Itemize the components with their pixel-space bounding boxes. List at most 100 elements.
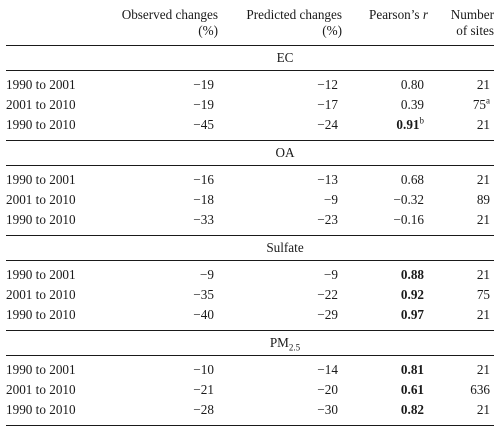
sites-value: 21 — [476, 362, 490, 377]
cell-observed: −40 — [193, 307, 214, 322]
sites-value: 21 — [476, 402, 490, 417]
sites-value: 89 — [476, 192, 490, 207]
group-label: PM — [269, 335, 289, 350]
sites-value: 21 — [476, 307, 490, 322]
cell-period: 1990 to 2001 — [6, 362, 76, 377]
table-row: 1990 to 2001 −9 −9 0.88 21 — [6, 261, 494, 286]
r-value: 0.91 — [396, 117, 420, 132]
cell-sites: 21 — [428, 210, 494, 236]
group-oa: OA 1990 to 2001 −16 −13 0.68 21 2001 to … — [6, 140, 494, 236]
sites-value: 75 — [472, 97, 486, 112]
cell-sites: 636 — [428, 380, 494, 400]
table-row: 2001 to 2010 −19 −17 0.39 75a — [6, 95, 494, 115]
cell-observed: −21 — [193, 382, 214, 397]
cell-period: 2001 to 2010 — [6, 287, 76, 302]
cell-sites: 21 — [428, 166, 494, 191]
header-observed-line2: (%) — [198, 23, 218, 38]
sites-value: 21 — [476, 172, 490, 187]
cell-period: 1990 to 2001 — [6, 267, 76, 282]
cell-predicted: −9 — [323, 267, 338, 282]
header-row: Observed changes (%) Predicted changes (… — [6, 4, 494, 46]
sites-value: 21 — [476, 77, 490, 92]
cell-period: 1990 to 2001 — [6, 77, 76, 92]
cell-observed: −19 — [193, 77, 214, 92]
cell-pearson-r: 0.80 — [342, 71, 428, 96]
table-row: 1990 to 2001 −16 −13 0.68 21 — [6, 166, 494, 191]
header-predicted-line2: (%) — [322, 23, 342, 38]
group-sulfate: Sulfate 1990 to 2001 −9 −9 0.88 21 2001 … — [6, 235, 494, 331]
cell-period: 1990 to 2010 — [6, 307, 76, 322]
cell-sites: 21 — [428, 356, 494, 381]
cell-observed: −45 — [193, 117, 214, 132]
cell-period: 1990 to 2010 — [6, 117, 76, 132]
sites-value: 636 — [470, 382, 490, 397]
header-predicted-line1: Predicted changes — [246, 7, 342, 22]
group-label: Sulfate — [266, 240, 304, 255]
group-label-subscript: 2.5 — [288, 342, 301, 353]
group-label: EC — [276, 50, 294, 65]
r-value: 0.97 — [400, 307, 424, 322]
cell-predicted: −13 — [317, 172, 338, 187]
group-heading-row: EC — [6, 46, 494, 71]
comparison-table: Observed changes (%) Predicted changes (… — [6, 4, 494, 426]
cell-pearson-r: 0.88 — [342, 261, 428, 286]
r-value: 0.68 — [400, 172, 424, 187]
group-heading: OA — [6, 141, 494, 166]
cell-observed: −18 — [193, 192, 214, 207]
sites-footnote: a — [486, 95, 490, 106]
r-value: 0.81 — [400, 362, 424, 377]
cell-observed: −9 — [199, 267, 214, 282]
r-value: 0.39 — [400, 97, 424, 112]
cell-predicted: −24 — [317, 117, 338, 132]
cell-period: 1990 to 2010 — [6, 212, 76, 227]
group-ec: EC 1990 to 2001 −19 −12 0.80 21 2001 to … — [6, 46, 494, 141]
cell-observed: −33 — [193, 212, 214, 227]
group-pm25: PM2.5 1990 to 2001 −10 −14 0.81 21 2001 … — [6, 330, 494, 426]
group-heading: PM2.5 — [6, 331, 494, 356]
header-predicted-changes: Predicted changes (%) — [218, 4, 342, 46]
cell-predicted: −17 — [317, 97, 338, 112]
table-row: 1990 to 2010 −45 −24 0.91b 21 — [6, 115, 494, 141]
header-sites-line2: of sites — [456, 23, 494, 38]
table-row: 2001 to 2010 −18 −9 −0.32 89 — [6, 190, 494, 210]
cell-observed: −19 — [193, 97, 214, 112]
cell-pearson-r: 0.91b — [342, 115, 428, 141]
table-row: 2001 to 2010 −21 −20 0.61 636 — [6, 380, 494, 400]
sites-value: 21 — [476, 117, 490, 132]
cell-period: 1990 to 2001 — [6, 172, 76, 187]
cell-observed: −16 — [193, 172, 214, 187]
group-heading-row: PM2.5 — [6, 330, 494, 356]
sites-value: 21 — [476, 267, 490, 282]
cell-observed: −10 — [193, 362, 214, 377]
cell-pearson-r: −0.32 — [342, 190, 428, 210]
group-heading: Sulfate — [6, 236, 494, 261]
cell-sites: 21 — [428, 261, 494, 286]
cell-predicted: −23 — [317, 212, 338, 227]
group-heading: EC — [6, 46, 494, 71]
r-value: 0.92 — [400, 287, 424, 302]
r-value: −0.32 — [393, 192, 424, 207]
header-number-of-sites: Number of sites — [428, 4, 494, 46]
cell-pearson-r: 0.92 — [342, 285, 428, 305]
r-value: 0.88 — [400, 267, 424, 282]
header-sites-line1: Number — [450, 7, 494, 22]
cell-pearson-r: 0.61 — [342, 380, 428, 400]
cell-predicted: −9 — [323, 192, 338, 207]
header-pearson-r: Pearson’s r — [342, 4, 428, 46]
table-row: 1990 to 2001 −10 −14 0.81 21 — [6, 356, 494, 381]
cell-predicted: −20 — [317, 382, 338, 397]
cell-sites: 21 — [428, 71, 494, 96]
table-row: 1990 to 2001 −19 −12 0.80 21 — [6, 71, 494, 96]
cell-sites: 21 — [428, 305, 494, 331]
table-row: 2001 to 2010 −35 −22 0.92 75 — [6, 285, 494, 305]
group-heading-row: Sulfate — [6, 235, 494, 261]
table-row: 1990 to 2010 −33 −23 −0.16 21 — [6, 210, 494, 236]
cell-sites: 75a — [428, 95, 494, 115]
header-pearson-text: Pearson’s — [369, 7, 423, 22]
cell-sites: 21 — [428, 115, 494, 141]
cell-predicted: −22 — [317, 287, 338, 302]
cell-period: 2001 to 2010 — [6, 192, 76, 207]
cell-observed: −35 — [193, 287, 214, 302]
cell-predicted: −29 — [317, 307, 338, 322]
sites-value: 21 — [476, 212, 490, 227]
